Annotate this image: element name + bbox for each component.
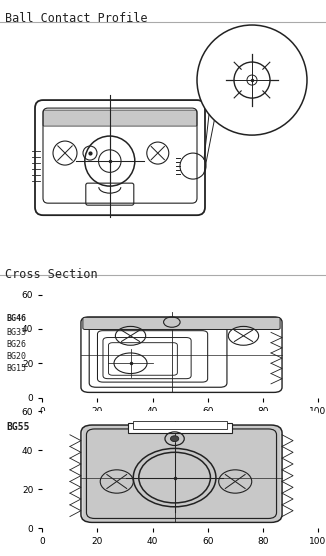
Text: BG20: BG20: [7, 352, 26, 361]
Text: BG55: BG55: [7, 422, 30, 432]
Text: Ball Contact Profile: Ball Contact Profile: [5, 12, 147, 25]
FancyBboxPatch shape: [83, 317, 280, 330]
Text: Cross Section: Cross Section: [5, 269, 97, 281]
Text: BG46: BG46: [7, 314, 26, 323]
Circle shape: [197, 25, 307, 135]
Circle shape: [170, 436, 179, 441]
Text: BG33: BG33: [7, 328, 26, 337]
Text: BG15: BG15: [7, 364, 26, 373]
Text: BG26: BG26: [7, 340, 26, 349]
Bar: [133, 421, 227, 429]
FancyBboxPatch shape: [82, 426, 281, 522]
Bar: [128, 423, 232, 433]
FancyBboxPatch shape: [43, 110, 197, 126]
